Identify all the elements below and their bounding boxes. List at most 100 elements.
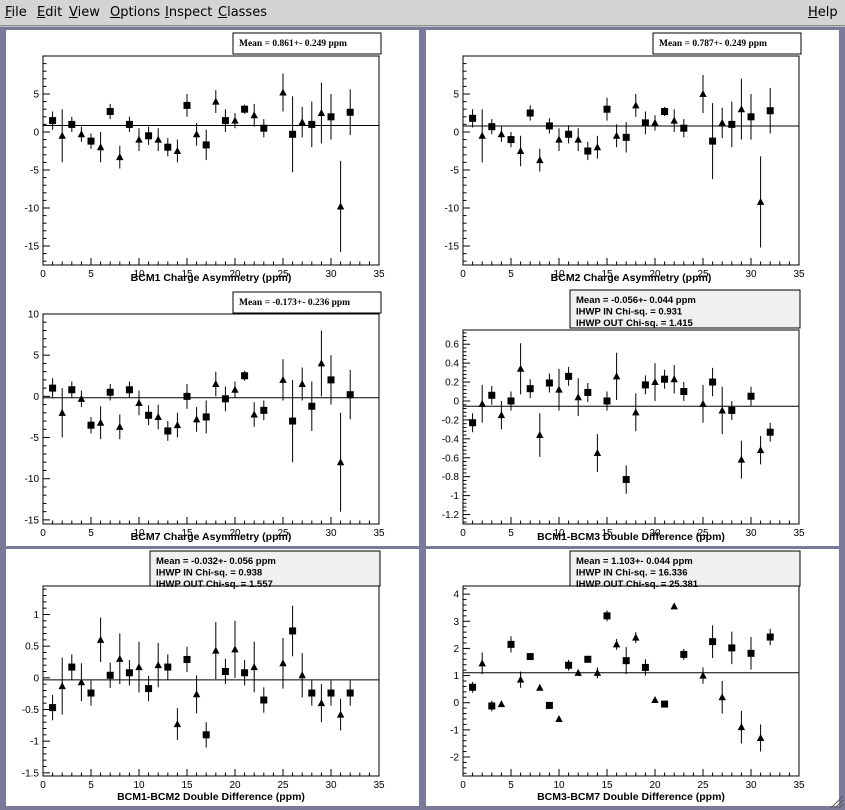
stats-box — [652, 32, 802, 55]
data-point-square — [221, 395, 229, 403]
data-point-square — [346, 689, 354, 697]
canvas-frame: 0 5 10 15 20 25 30 35 -15 -10 -5 0 5 BCM1 Charge Asym… — [0, 27, 845, 810]
y-tick-label: 0 — [453, 396, 459, 407]
chart-pad — [6, 30, 419, 291]
data-point-square — [125, 669, 133, 677]
data-point-triangle — [77, 394, 86, 402]
data-point-square — [747, 113, 755, 121]
y-tick-label: 2 — [453, 644, 459, 655]
menu-help[interactable]: Help — [808, 5, 838, 20]
y-tick-label: 0 — [33, 128, 39, 139]
x-tick-label: 35 — [793, 780, 805, 791]
stats-line: Mean = -0.173+- 0.236 ppm — [239, 298, 350, 308]
data-point-triangle — [737, 723, 746, 731]
stats-line: IHWP OUT Chi-sq. = 1.557 — [156, 579, 273, 590]
data-point-triangle — [718, 406, 726, 414]
data-point-triangle — [231, 645, 239, 653]
x-axis-label: BCM1-BCM3 Double Difference (ppm) — [537, 531, 725, 543]
x-tick-label: 35 — [373, 528, 385, 539]
data-point-triangle — [699, 671, 707, 679]
data-point-triangle — [135, 398, 143, 406]
x-tick-label: 30 — [325, 780, 337, 791]
y-tick-label: -15 — [25, 242, 40, 253]
data-point-triangle — [632, 633, 640, 641]
menu-file-label: ile — [11, 5, 27, 20]
data-point-square — [728, 406, 736, 414]
data-point-square — [327, 689, 335, 697]
data-point-square — [661, 107, 669, 115]
data-point-square — [308, 120, 316, 128]
menu-inspect[interactable]: Inspect — [165, 5, 212, 20]
data-point-triangle — [536, 156, 544, 164]
x-tick-label: 20 — [229, 528, 241, 539]
data-point-triangle — [632, 101, 640, 109]
chart-panel-6: 0 5 10 15 20 25 30 35 -2 -1 0 1 2 3 4 BCM3-BCM7 Double … — [426, 549, 839, 806]
data-point-square — [87, 137, 95, 145]
y-tick-label: 5 — [453, 90, 459, 101]
data-point-triangle — [298, 380, 306, 387]
data-point-triangle — [250, 111, 258, 119]
x-tick-label: 30 — [745, 269, 757, 280]
y-tick-label: 0.2 — [445, 378, 459, 389]
x-tick-label: 30 — [745, 780, 757, 791]
data-point-triangle — [718, 693, 726, 701]
data-point-square — [221, 117, 229, 125]
data-point-triangle — [298, 671, 306, 679]
menu-options-label: ptions — [120, 5, 161, 20]
y-tick-label: -1 — [30, 737, 39, 748]
x-tick-label: 10 — [133, 780, 145, 791]
data-point-square — [641, 119, 649, 127]
data-point-square — [469, 114, 477, 122]
data-point-triangle — [96, 143, 105, 151]
x-tick-label: 0 — [40, 780, 46, 791]
data-point-triangle — [574, 135, 582, 143]
y-tick-label: -10 — [25, 204, 40, 215]
data-point-square — [709, 638, 717, 646]
data-point-square — [641, 381, 649, 389]
data-point-triangle — [497, 130, 506, 138]
data-point-square — [747, 649, 755, 657]
menu-file-mnemonic: F — [5, 5, 12, 20]
data-point-triangle — [279, 375, 287, 383]
y-tick-label: 10 — [28, 310, 40, 321]
data-point-triangle — [317, 109, 326, 116]
x-axis-label: BCM7 Charge Asymmetry (ppm) — [131, 531, 292, 543]
y-tick-label: -10 — [445, 204, 460, 215]
menu-edit[interactable]: Edit — [37, 5, 62, 20]
data-point-triangle — [756, 734, 765, 741]
data-point-triangle — [298, 118, 306, 126]
data-point-triangle — [116, 422, 124, 430]
data-point-triangle — [212, 646, 220, 654]
data-point-triangle — [555, 385, 563, 393]
chart-panel-5: 0 5 10 15 20 25 30 35 -1.5 -1 -0.5 0 0.5 1 BCM1-BCM2 D… — [6, 549, 419, 806]
menu-file[interactable]: File — [5, 5, 27, 20]
menu-inspect-label: nspect — [168, 5, 213, 20]
menu-classes[interactable]: Classes — [218, 5, 267, 20]
data-point-triangle — [231, 385, 239, 393]
data-point-square — [87, 689, 95, 697]
x-tick-label: 0 — [40, 269, 46, 280]
data-point-triangle — [173, 720, 182, 728]
x-tick-label: 0 — [460, 269, 466, 280]
data-point-triangle — [478, 399, 486, 407]
data-point-triangle — [77, 130, 86, 138]
data-point-square — [661, 375, 669, 383]
data-point-square — [469, 419, 477, 427]
stats-box — [569, 550, 801, 587]
data-point-square — [709, 137, 717, 145]
y-tick-label: -5 — [30, 433, 39, 444]
menu-options[interactable]: Options — [110, 5, 160, 20]
data-point-square — [526, 385, 534, 393]
data-point-square — [728, 644, 736, 652]
menu-inspect-mnemonic: I — [165, 5, 169, 20]
menu-view[interactable]: View — [69, 5, 100, 20]
data-point-triangle — [497, 411, 506, 419]
x-tick-label: 0 — [460, 528, 466, 539]
stats-line: Mean = 0.787+- 0.249 ppm — [659, 39, 767, 49]
data-point-square — [202, 731, 210, 739]
x-tick-label: 25 — [277, 780, 289, 791]
stats-line: IHWP IN Chi-sq. = 16.336 — [576, 568, 688, 579]
data-point-triangle — [192, 130, 201, 138]
data-point-triangle — [737, 455, 746, 463]
